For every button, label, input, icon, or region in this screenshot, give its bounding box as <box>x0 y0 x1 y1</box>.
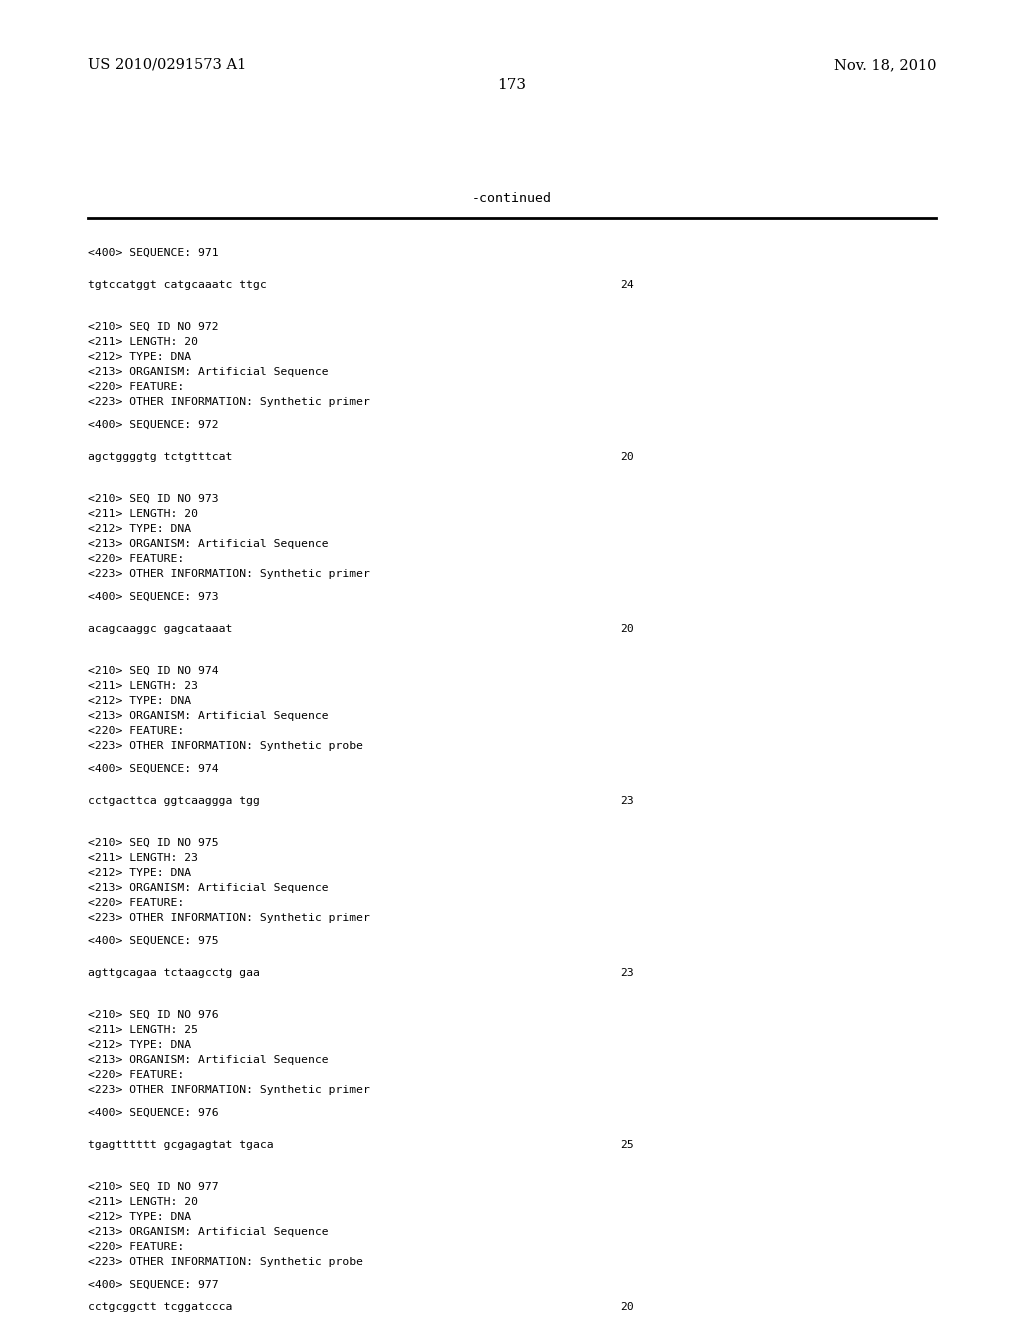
Text: <213> ORGANISM: Artificial Sequence: <213> ORGANISM: Artificial Sequence <box>88 1228 329 1237</box>
Text: agttgcagaa tctaagcctg gaa: agttgcagaa tctaagcctg gaa <box>88 968 260 978</box>
Text: 173: 173 <box>498 78 526 92</box>
Text: <400> SEQUENCE: 972: <400> SEQUENCE: 972 <box>88 420 219 430</box>
Text: <400> SEQUENCE: 971: <400> SEQUENCE: 971 <box>88 248 219 257</box>
Text: acagcaaggc gagcataaat: acagcaaggc gagcataaat <box>88 624 232 634</box>
Text: <220> FEATURE:: <220> FEATURE: <box>88 554 184 564</box>
Text: <223> OTHER INFORMATION: Synthetic probe: <223> OTHER INFORMATION: Synthetic probe <box>88 741 362 751</box>
Text: <400> SEQUENCE: 977: <400> SEQUENCE: 977 <box>88 1280 219 1290</box>
Text: <212> TYPE: DNA: <212> TYPE: DNA <box>88 869 191 878</box>
Text: <210> SEQ ID NO 974: <210> SEQ ID NO 974 <box>88 667 219 676</box>
Text: <210> SEQ ID NO 975: <210> SEQ ID NO 975 <box>88 838 219 847</box>
Text: <213> ORGANISM: Artificial Sequence: <213> ORGANISM: Artificial Sequence <box>88 1055 329 1065</box>
Text: 20: 20 <box>620 451 634 462</box>
Text: <213> ORGANISM: Artificial Sequence: <213> ORGANISM: Artificial Sequence <box>88 711 329 721</box>
Text: <220> FEATURE:: <220> FEATURE: <box>88 726 184 737</box>
Text: <220> FEATURE:: <220> FEATURE: <box>88 381 184 392</box>
Text: <400> SEQUENCE: 973: <400> SEQUENCE: 973 <box>88 591 219 602</box>
Text: <220> FEATURE:: <220> FEATURE: <box>88 1242 184 1251</box>
Text: <211> LENGTH: 23: <211> LENGTH: 23 <box>88 681 198 690</box>
Text: US 2010/0291573 A1: US 2010/0291573 A1 <box>88 58 246 73</box>
Text: <211> LENGTH: 20: <211> LENGTH: 20 <box>88 510 198 519</box>
Text: <223> OTHER INFORMATION: Synthetic primer: <223> OTHER INFORMATION: Synthetic prime… <box>88 569 370 579</box>
Text: <210> SEQ ID NO 977: <210> SEQ ID NO 977 <box>88 1181 219 1192</box>
Text: <212> TYPE: DNA: <212> TYPE: DNA <box>88 524 191 535</box>
Text: 25: 25 <box>620 1140 634 1150</box>
Text: <400> SEQUENCE: 974: <400> SEQUENCE: 974 <box>88 764 219 774</box>
Text: <223> OTHER INFORMATION: Synthetic probe: <223> OTHER INFORMATION: Synthetic probe <box>88 1257 362 1267</box>
Text: 23: 23 <box>620 796 634 807</box>
Text: <211> LENGTH: 20: <211> LENGTH: 20 <box>88 1197 198 1206</box>
Text: -continued: -continued <box>472 191 552 205</box>
Text: <212> TYPE: DNA: <212> TYPE: DNA <box>88 696 191 706</box>
Text: <212> TYPE: DNA: <212> TYPE: DNA <box>88 1212 191 1222</box>
Text: 20: 20 <box>620 624 634 634</box>
Text: <213> ORGANISM: Artificial Sequence: <213> ORGANISM: Artificial Sequence <box>88 883 329 894</box>
Text: tgagtttttt gcgagagtat tgaca: tgagtttttt gcgagagtat tgaca <box>88 1140 273 1150</box>
Text: <400> SEQUENCE: 976: <400> SEQUENCE: 976 <box>88 1107 219 1118</box>
Text: <223> OTHER INFORMATION: Synthetic primer: <223> OTHER INFORMATION: Synthetic prime… <box>88 913 370 923</box>
Text: cctgacttca ggtcaaggga tgg: cctgacttca ggtcaaggga tgg <box>88 796 260 807</box>
Text: cctgcggctt tcggatccca: cctgcggctt tcggatccca <box>88 1302 232 1312</box>
Text: <211> LENGTH: 20: <211> LENGTH: 20 <box>88 337 198 347</box>
Text: <211> LENGTH: 25: <211> LENGTH: 25 <box>88 1026 198 1035</box>
Text: Nov. 18, 2010: Nov. 18, 2010 <box>834 58 936 73</box>
Text: <213> ORGANISM: Artificial Sequence: <213> ORGANISM: Artificial Sequence <box>88 367 329 378</box>
Text: <223> OTHER INFORMATION: Synthetic primer: <223> OTHER INFORMATION: Synthetic prime… <box>88 397 370 407</box>
Text: <400> SEQUENCE: 975: <400> SEQUENCE: 975 <box>88 936 219 946</box>
Text: <213> ORGANISM: Artificial Sequence: <213> ORGANISM: Artificial Sequence <box>88 539 329 549</box>
Text: <210> SEQ ID NO 973: <210> SEQ ID NO 973 <box>88 494 219 504</box>
Text: <210> SEQ ID NO 976: <210> SEQ ID NO 976 <box>88 1010 219 1020</box>
Text: 24: 24 <box>620 280 634 290</box>
Text: <211> LENGTH: 23: <211> LENGTH: 23 <box>88 853 198 863</box>
Text: <220> FEATURE:: <220> FEATURE: <box>88 1071 184 1080</box>
Text: 20: 20 <box>620 1302 634 1312</box>
Text: tgtccatggt catgcaaatc ttgc: tgtccatggt catgcaaatc ttgc <box>88 280 266 290</box>
Text: <210> SEQ ID NO 972: <210> SEQ ID NO 972 <box>88 322 219 333</box>
Text: <212> TYPE: DNA: <212> TYPE: DNA <box>88 1040 191 1049</box>
Text: <212> TYPE: DNA: <212> TYPE: DNA <box>88 352 191 362</box>
Text: agctggggtg tctgtttcat: agctggggtg tctgtttcat <box>88 451 232 462</box>
Text: 23: 23 <box>620 968 634 978</box>
Text: <220> FEATURE:: <220> FEATURE: <box>88 898 184 908</box>
Text: <223> OTHER INFORMATION: Synthetic primer: <223> OTHER INFORMATION: Synthetic prime… <box>88 1085 370 1096</box>
